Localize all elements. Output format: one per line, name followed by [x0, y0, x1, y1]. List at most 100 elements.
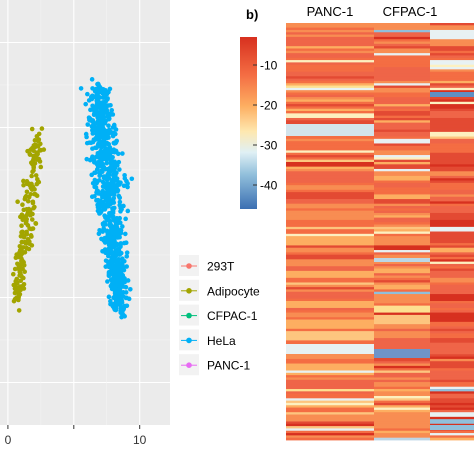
legend-entry-panc-1: PANC-1 — [179, 354, 250, 376]
heatmap-cell — [286, 62, 374, 66]
scatter-point — [28, 212, 33, 218]
cluster-adipocyte — [10, 126, 47, 313]
scatter-point — [33, 221, 39, 226]
heatmap-cell — [286, 382, 374, 385]
heatmap-cell — [430, 238, 474, 242]
heatmap-cell — [430, 266, 474, 269]
heatmap-cell — [430, 319, 474, 323]
heatmap-cell — [430, 224, 474, 228]
heatmap-cell — [430, 259, 474, 263]
heatmap-cell — [374, 203, 430, 207]
heatmap-cell — [286, 155, 374, 158]
heatmap-cell — [374, 189, 430, 193]
heatmap-cell — [374, 196, 430, 200]
heatmap-cell — [374, 43, 430, 47]
heatmap-cell — [286, 80, 374, 84]
heatmap-cell — [374, 83, 430, 86]
heatmap-cell — [374, 349, 430, 358]
heatmap-cell — [286, 430, 374, 434]
scatter-point — [17, 287, 22, 292]
heatmap-cell — [286, 314, 374, 318]
heatmap-cell — [286, 433, 374, 436]
heatmap-cell — [286, 164, 374, 168]
heatmap-cell — [286, 87, 374, 91]
scatter-point — [84, 156, 90, 162]
scatter-point — [21, 182, 26, 188]
heatmap-cell — [286, 57, 374, 61]
scatter-point — [121, 306, 127, 311]
heatmap-cell — [374, 90, 430, 93]
scatter-point — [10, 271, 16, 277]
heatmap-cell — [430, 152, 474, 156]
heatmap-cell — [430, 250, 474, 253]
heatmap-cell — [430, 287, 474, 290]
scatter-point — [95, 197, 101, 203]
scatter-point — [98, 106, 103, 111]
heatmap-cell — [286, 25, 374, 29]
heatmap-cell — [286, 73, 374, 77]
scatter-point — [114, 221, 120, 227]
heatmap-cell — [430, 108, 474, 112]
heatmap-cell — [286, 39, 374, 42]
scatter-point — [118, 205, 123, 211]
scatter-point — [128, 286, 133, 292]
heatmap-cell — [374, 150, 430, 154]
heatmap-cell — [430, 117, 474, 121]
heatmap-cell — [286, 111, 374, 114]
legend-entry-adipocyte: Adipocyte — [179, 279, 260, 301]
heatmap-cell — [286, 224, 374, 228]
heatmap-cell — [374, 247, 430, 251]
panel-label-b: b) — [246, 7, 258, 22]
heatmap-cell — [286, 23, 374, 26]
scatter-point — [117, 234, 122, 240]
heatmap-cell — [430, 400, 474, 404]
colorbar-tick-label: -40 — [260, 179, 278, 193]
heatmap-cell — [374, 361, 430, 364]
heatmap-cell — [286, 182, 374, 186]
scatter-point — [12, 266, 18, 272]
heatmap-cell — [286, 196, 374, 200]
heatmap-cell — [430, 182, 474, 186]
heatmap-cell — [374, 162, 430, 165]
heatmap-cell — [286, 268, 374, 272]
scatter-point — [123, 216, 128, 222]
scatter-point — [25, 238, 31, 243]
scatter-point — [117, 266, 123, 272]
heatmap-cell — [374, 55, 430, 59]
heatmap-cell — [430, 291, 474, 295]
scatter-point — [86, 98, 92, 103]
heatmap-cell — [286, 273, 374, 276]
heatmap-cell — [286, 90, 374, 93]
heatmap-cell — [430, 303, 474, 307]
heatmap-cell — [286, 370, 374, 374]
heatmap-cell — [286, 384, 374, 388]
heatmap-cell — [430, 345, 474, 348]
heatmap-cell — [286, 240, 374, 244]
scatter-point — [15, 261, 20, 267]
heatmap-cell — [374, 201, 430, 205]
heatmap-cell — [430, 55, 474, 59]
heatmap-cell — [286, 277, 374, 281]
heatmap-column-labels: PANC-1 CFPAC-1 — [307, 4, 438, 19]
heatmap-cell — [286, 377, 374, 381]
heatmap-cell — [374, 36, 430, 40]
heatmap-cell — [374, 171, 430, 174]
scatter-point — [16, 293, 22, 298]
heatmap-cell — [374, 164, 430, 168]
heatmap-cell — [430, 106, 474, 110]
heatmap-cell — [374, 215, 430, 218]
heatmap-cell — [430, 48, 474, 52]
heatmap-cell — [286, 64, 374, 68]
heatmap-cell — [430, 405, 474, 408]
heatmap-cell — [374, 34, 430, 38]
scatter-point — [90, 119, 95, 125]
heatmap-cell — [430, 365, 474, 369]
scatter-point — [120, 311, 125, 316]
heatmap-cell — [286, 201, 374, 205]
scatter-point — [111, 192, 117, 198]
legend-label: PANC-1 — [207, 359, 250, 373]
heatmap-cell — [430, 226, 474, 230]
heatmap-cell — [374, 412, 430, 415]
scatter-point — [111, 236, 117, 242]
heatmap-cell — [374, 194, 430, 198]
